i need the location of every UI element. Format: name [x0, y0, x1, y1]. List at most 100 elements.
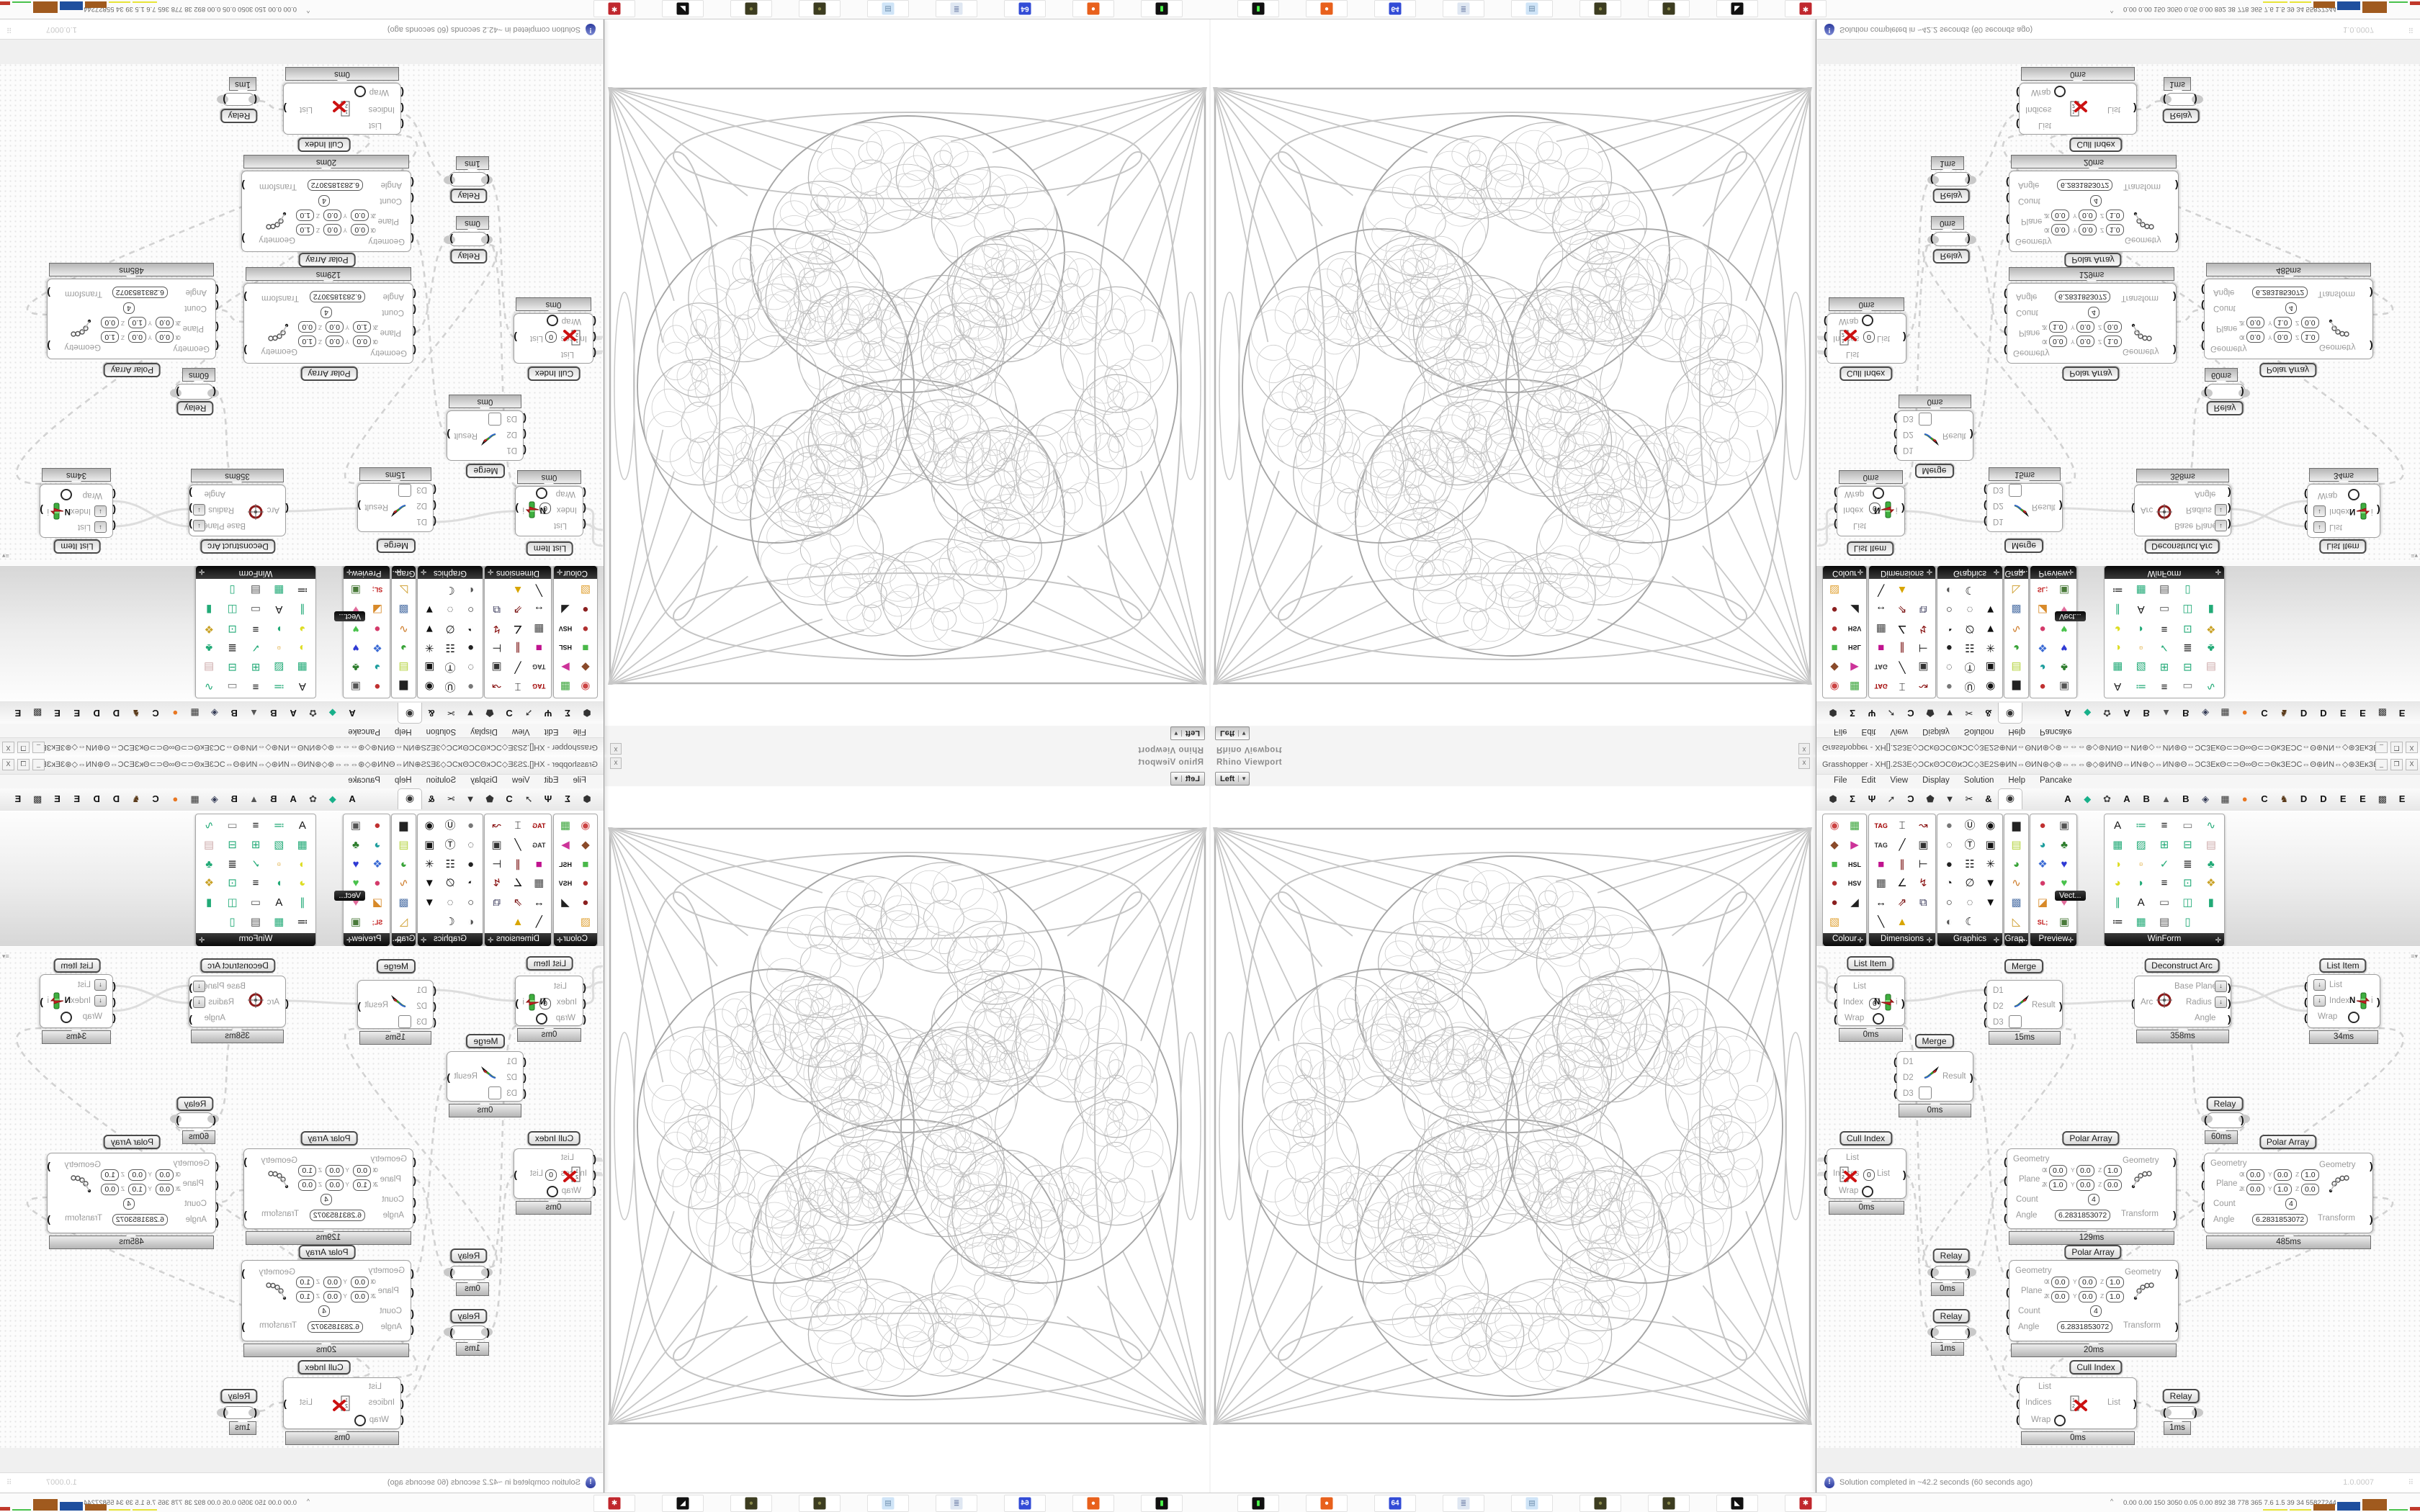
graft-icon[interactable]: ↓	[94, 995, 107, 1007]
resize-grip[interactable]: ⠿	[2408, 25, 2414, 33]
close-button[interactable]: X	[2406, 742, 2418, 753]
value-capsule[interactable]: 0.0	[101, 1184, 119, 1195]
palette-icon[interactable]: ☾	[445, 915, 455, 928]
value-capsule[interactable]: 0.0	[101, 317, 119, 328]
palette-icon[interactable]: ▫	[2138, 858, 2143, 870]
node-label-relay-c[interactable]: Relay	[450, 1309, 488, 1323]
palette-tab-letter[interactable]: ◆	[2084, 793, 2092, 804]
output-port[interactable]: )	[1967, 1266, 1971, 1278]
input-port[interactable]: (	[400, 119, 404, 130]
palette-icon[interactable]: ▭	[227, 819, 238, 832]
palette-icon[interactable]: ■	[1831, 642, 1838, 654]
palette-tab-letter[interactable]: A	[2064, 708, 2071, 719]
palette-icon[interactable]: ≔	[273, 819, 284, 832]
palette-icon[interactable]: ◫	[2182, 603, 2193, 616]
input-port[interactable]: (	[433, 500, 436, 512]
palette-icon[interactable]: ◔	[467, 877, 475, 890]
palette-icon[interactable]: ∥	[2115, 896, 2120, 909]
palette-icon[interactable]: ∅	[445, 622, 455, 635]
palette-icon[interactable]: ◫	[2182, 896, 2193, 909]
node-label-relay-b[interactable]: Relay	[1932, 249, 1970, 264]
node-label-listitem-a[interactable]: List Item	[526, 956, 574, 971]
menu-item-display[interactable]: Display	[1922, 727, 1950, 736]
palette-icon[interactable]: ⌶	[1899, 819, 1906, 832]
value-capsule[interactable]: 0.0	[351, 1277, 369, 1288]
palette-icon[interactable]: ≡	[252, 877, 259, 890]
input-port[interactable]: (	[2006, 1323, 2009, 1335]
palette-icon[interactable]: ∥	[300, 896, 305, 909]
palette-icon[interactable]: ⊟	[2183, 838, 2192, 851]
palette-icon[interactable]: ◕	[400, 858, 408, 870]
palette-icon[interactable]: ◕	[374, 661, 381, 674]
palette-icon[interactable]: ✳	[1986, 642, 1995, 654]
palette-icon[interactable]: ▲	[1896, 584, 1908, 597]
palette-icon[interactable]: ◉	[581, 680, 591, 693]
palette-icon[interactable]: ⊞	[2159, 661, 2169, 674]
palette-icon[interactable]: ●	[2039, 877, 2046, 890]
input-port[interactable]: (	[1984, 1016, 1987, 1027]
menu-item-solution[interactable]: Solution	[1963, 776, 1994, 785]
palette-icon[interactable]: ↯	[492, 877, 501, 890]
wrap-toggle-icon[interactable]	[354, 1415, 366, 1426]
palette-icon[interactable]: ▶	[1850, 661, 1859, 674]
node-label-relay-d[interactable]: Relay	[220, 1389, 258, 1403]
node-cull-b[interactable]: (((List Indices 1 2 Wrap List)	[283, 83, 404, 135]
palette-icon[interactable]: ⌶	[514, 819, 521, 832]
wrap-toggle-icon[interactable]	[536, 1013, 547, 1025]
node-deconstruct-arc[interactable]: (Arc Base Plane ↓ Radius ↓ Angle)))	[2131, 485, 2231, 536]
palette-icon[interactable]: ◆	[581, 661, 590, 674]
palette-icon[interactable]: ●	[374, 622, 381, 635]
palette-icon[interactable]: ▲	[512, 584, 524, 597]
input-port[interactable]: (	[2004, 1174, 2007, 1186]
palette-icon[interactable]: ▤	[2011, 838, 2022, 851]
value-capsule[interactable]: 1.0	[101, 331, 119, 343]
palette-tab-icon[interactable]: Ψ	[1868, 793, 1876, 804]
node-label-cull-a[interactable]: Cull Index	[1839, 366, 1893, 381]
palette-icon[interactable]: ◌	[467, 838, 475, 851]
palette-tab-icon[interactable]: ⬟	[485, 708, 494, 719]
output-port[interactable]: )	[40, 996, 43, 1007]
palette-icon[interactable]: ∿	[204, 819, 214, 832]
palette-icon[interactable]: ◕	[299, 877, 306, 890]
palette-tab-letter[interactable]: C	[2261, 708, 2268, 719]
value-capsule[interactable]: 0.0	[2104, 321, 2122, 333]
node-label-polar-3[interactable]: Polar Array	[298, 1245, 356, 1259]
output-port[interactable]: )	[1967, 1326, 1971, 1338]
input-port[interactable]: (	[2004, 326, 2007, 338]
node-relay-d[interactable]: ()	[222, 93, 257, 106]
palette-icon[interactable]: ◢	[1850, 603, 1859, 616]
output-port[interactable]: )	[243, 1209, 247, 1220]
palette-icon[interactable]: ▩	[2011, 603, 2022, 616]
palette-icon[interactable]: ≣	[2183, 858, 2192, 870]
palette-icon[interactable]: ☷	[445, 642, 455, 654]
palette-icon[interactable]	[557, 581, 574, 598]
input-port[interactable]: (	[215, 1216, 219, 1228]
palette-icon[interactable]: ∿	[204, 680, 214, 693]
palette-icon[interactable]: TAG	[532, 822, 546, 830]
node-label-polar-2[interactable]: Polar Array	[2259, 363, 2317, 377]
palette-icon[interactable]: ♥	[2061, 877, 2068, 890]
value-capsule[interactable]: 0	[1863, 1169, 1875, 1181]
resize-grip[interactable]: ⠿	[6, 25, 12, 33]
taskbar-button[interactable]: ●	[1648, 1495, 1690, 1512]
palette-icon[interactable]: ◌	[1966, 896, 1973, 909]
palette-icon[interactable]: ●	[1945, 858, 1953, 870]
value-capsule[interactable]: 0.0	[156, 317, 174, 328]
node-label-relay-c[interactable]: Relay	[450, 189, 488, 203]
palette-tab-letter[interactable]: ●	[172, 793, 179, 804]
output-port[interactable]: )	[2173, 292, 2177, 303]
node-label-merge-a[interactable]: Merge	[2004, 959, 2044, 973]
palette-icon[interactable]: ▭	[2159, 896, 2170, 909]
palette-icon[interactable]: ⊡	[2183, 622, 2192, 635]
node-merge-a[interactable]: (((D1 D2 D3 Result)	[357, 980, 436, 1029]
node-label-polar-3[interactable]: Polar Array	[2064, 253, 2122, 267]
value-capsule[interactable]: 4	[321, 307, 332, 318]
menu-item-pancake[interactable]: Pancake	[348, 776, 380, 785]
node-polar-1[interactable]: ((((Geometry Plane O Z X 0.0 Y 0.0 Z 1.0 X 1.0 Y 0.0 Z…	[2004, 1148, 2177, 1229]
close-button[interactable]: X	[2, 759, 14, 770]
palette-icon[interactable]: ✳	[425, 642, 434, 654]
value-capsule[interactable]: 1.0	[296, 224, 314, 235]
palette-icon[interactable]: ∿	[2206, 819, 2216, 832]
palette-icon[interactable]: ▆	[399, 680, 408, 693]
viewport-canvas[interactable]	[605, 786, 1209, 1493]
